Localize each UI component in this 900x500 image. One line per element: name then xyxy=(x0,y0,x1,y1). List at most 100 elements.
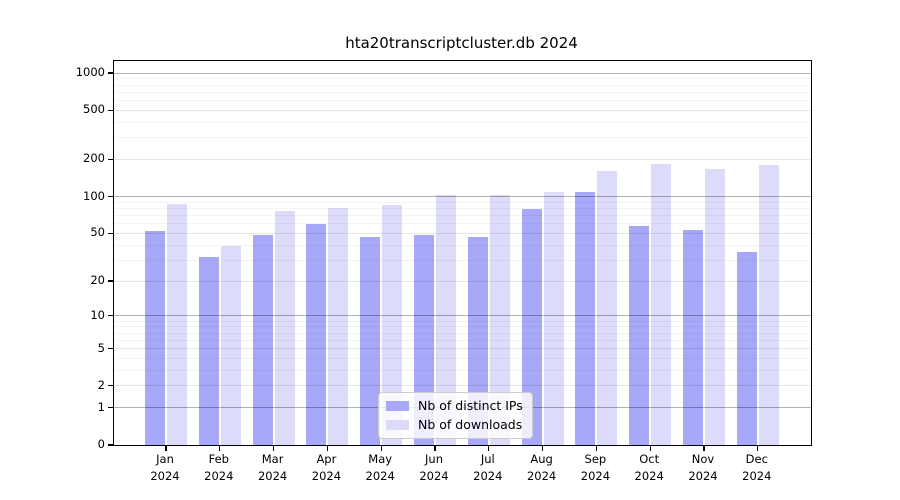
gridline-y-20 xyxy=(114,280,811,282)
x-tick-oct xyxy=(649,446,651,451)
x-tick-label-may: May 2024 xyxy=(365,452,395,483)
x-tick-label-jun: Jun 2024 xyxy=(419,452,449,483)
y-tick-1 xyxy=(108,407,113,409)
y-tick-label-50: 50 xyxy=(90,225,105,240)
bar-distinct-ips-oct xyxy=(629,226,650,445)
x-tick-label-sep: Sep 2024 xyxy=(580,452,611,483)
gridline-y-3 xyxy=(114,369,811,371)
y-tick-label-5: 5 xyxy=(97,340,105,355)
legend-item: Nb of downloads xyxy=(386,417,523,432)
legend-label: Nb of distinct IPs xyxy=(418,398,523,413)
gridline-y-200 xyxy=(114,158,811,160)
bar-distinct-ips-dec xyxy=(736,252,757,445)
gridline-y-40 xyxy=(114,244,811,246)
gridline-y-700 xyxy=(114,91,811,93)
gridline-y-50 xyxy=(114,232,811,234)
y-tick-label-1: 1 xyxy=(97,399,105,414)
bar-distinct-ips-aug xyxy=(521,209,542,445)
x-tick-apr xyxy=(326,446,328,451)
bar-downloads-mar xyxy=(274,211,295,445)
gridline-y-800 xyxy=(114,84,811,86)
y-tick-label-20: 20 xyxy=(90,273,105,288)
y-tick-label-1000: 1000 xyxy=(75,65,105,79)
bar-distinct-ips-apr xyxy=(306,223,327,445)
x-tick-label-feb: Feb 2024 xyxy=(204,452,234,483)
gridline-y-9 xyxy=(114,320,811,322)
y-tick-1000 xyxy=(108,72,113,74)
x-tick-feb xyxy=(219,446,221,451)
x-tick-jan xyxy=(165,446,167,451)
gridline-y-500 xyxy=(114,109,811,111)
bar-downloads-aug xyxy=(543,191,564,445)
x-tick-aug xyxy=(542,446,544,451)
x-tick-label-mar: Mar 2024 xyxy=(257,452,288,483)
y-tick-2 xyxy=(108,385,113,387)
bar-downloads-jan xyxy=(167,203,187,445)
gridline-y-1000 xyxy=(114,72,811,74)
x-tick-label-jul: Jul 2024 xyxy=(473,452,503,483)
y-tick-label-2: 2 xyxy=(97,377,105,392)
bar-downloads-apr xyxy=(328,208,349,445)
gridline-y-8 xyxy=(114,326,811,328)
x-tick-sep xyxy=(595,446,597,451)
y-tick-200 xyxy=(108,158,113,161)
y-tick-10 xyxy=(108,315,113,317)
gridline-y-300 xyxy=(114,137,811,139)
gridline-y-60 xyxy=(114,223,811,225)
gridline-y-10 xyxy=(114,315,811,317)
legend-swatch-icon xyxy=(386,400,409,411)
y-tick-0 xyxy=(108,444,113,446)
bar-downloads-feb xyxy=(220,246,241,445)
y-tick-label-100: 100 xyxy=(83,188,105,203)
bar-downloads-dec xyxy=(758,165,779,445)
y-tick-100 xyxy=(108,195,113,198)
gridline-y-90 xyxy=(114,201,811,203)
bar-downloads-jun xyxy=(436,194,456,445)
y-tick-label-200: 200 xyxy=(83,151,105,166)
gridline-y-4 xyxy=(114,357,811,359)
y-tick-label-500: 500 xyxy=(83,102,105,117)
x-tick-jul xyxy=(488,446,490,451)
bar-downloads-sep xyxy=(597,171,618,445)
legend-swatch-icon xyxy=(386,419,409,430)
gridline-y-30 xyxy=(114,259,811,261)
y-tick-20 xyxy=(108,280,113,282)
x-tick-label-aug: Aug 2024 xyxy=(526,452,557,483)
y-tick-50 xyxy=(108,232,113,234)
y-tick-label-10: 10 xyxy=(90,307,105,322)
x-tick-mar xyxy=(273,446,275,451)
gridline-y-80 xyxy=(114,207,811,209)
gridline-y-900 xyxy=(114,78,811,80)
x-tick-jun xyxy=(434,446,436,451)
y-tick-5 xyxy=(108,347,113,350)
gridline-y-5 xyxy=(114,348,811,350)
bar-distinct-ips-feb xyxy=(198,256,219,445)
bar-distinct-ips-sep xyxy=(575,192,596,445)
x-tick-may xyxy=(380,446,382,451)
gridline-y-70 xyxy=(114,214,811,216)
bar-downloads-may xyxy=(382,204,403,445)
x-tick-label-oct: Oct 2024 xyxy=(634,452,664,483)
x-tick-label-nov: Nov 2024 xyxy=(688,452,718,483)
bar-distinct-ips-nov xyxy=(683,230,703,445)
bar-downloads-nov xyxy=(705,168,725,445)
x-tick-label-dec: Dec 2024 xyxy=(742,452,772,483)
bar-distinct-ips-mar xyxy=(252,235,273,445)
x-tick-dec xyxy=(757,446,759,451)
y-tick-500 xyxy=(108,109,113,111)
legend-label: Nb of downloads xyxy=(418,417,523,432)
gridline-y-2 xyxy=(114,385,811,387)
gridline-y-100 xyxy=(114,196,811,197)
legend: Nb of distinct IPs Nb of downloads xyxy=(378,392,533,439)
plot-area xyxy=(108,60,812,451)
x-tick-label-apr: Apr 2024 xyxy=(311,452,342,483)
x-tick-nov xyxy=(703,446,705,451)
gridline-y-7 xyxy=(114,332,811,334)
legend-item: Nb of distinct IPs xyxy=(386,398,523,413)
bar-downloads-jul xyxy=(489,194,510,445)
x-tick-label-jan: Jan 2024 xyxy=(150,452,180,483)
bar-distinct-ips-jan xyxy=(145,231,165,445)
gridline-y-400 xyxy=(114,121,811,123)
bar-distinct-ips-may xyxy=(360,236,381,445)
